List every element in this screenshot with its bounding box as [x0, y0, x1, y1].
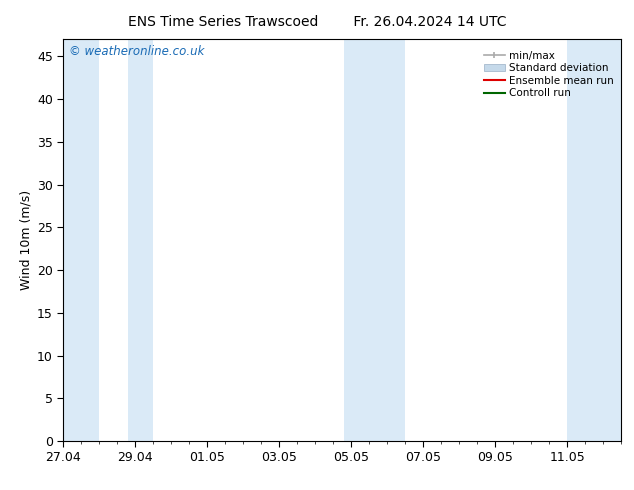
Bar [128, 39, 153, 441]
Bar [63, 39, 100, 441]
Bar [344, 39, 370, 441]
Y-axis label: Wind 10m (m/s): Wind 10m (m/s) [20, 190, 33, 290]
Text: ENS Time Series Trawscoed        Fr. 26.04.2024 14 UTC: ENS Time Series Trawscoed Fr. 26.04.2024… [127, 15, 507, 29]
Legend: min/max, Standard deviation, Ensemble mean run, Controll run: min/max, Standard deviation, Ensemble me… [482, 49, 616, 100]
Bar [370, 39, 405, 441]
Text: © weatheronline.co.uk: © weatheronline.co.uk [69, 45, 204, 58]
Bar [567, 39, 621, 441]
